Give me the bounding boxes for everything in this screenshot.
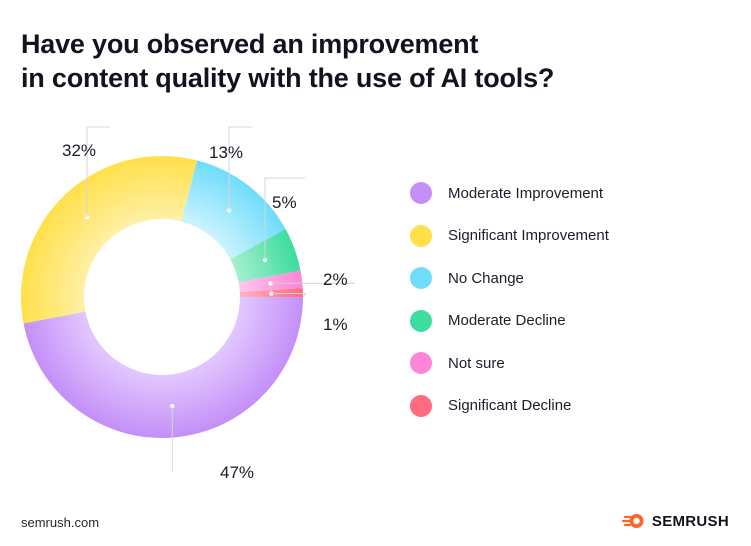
brand: SEMRUSH [621, 512, 729, 530]
chart-title-line-2: in content quality with the use of AI to… [21, 63, 555, 93]
leader-lines [84, 126, 355, 472]
legend-label-moderate-decline: Moderate Decline [448, 312, 566, 330]
leader-line-moderate-decline [264, 177, 305, 260]
legend-swatch-moderate-decline [410, 309, 432, 332]
leader-line-significant-improvement [86, 126, 110, 218]
legend-item-moderate-decline: Moderate Decline [410, 300, 730, 343]
slice-significant-improvement [20, 156, 198, 324]
leader-line-significant-decline [271, 293, 306, 296]
legend: Moderate Improvement Significant Improvem… [410, 172, 730, 427]
legend-item-no-change: No Change [410, 257, 730, 300]
legend-swatch-not-sure [410, 352, 432, 375]
slice-moderate-improvement [23, 297, 303, 438]
brand-name: SEMRUSH [651, 512, 729, 530]
chart-title: Have you observed an improvement in cont… [21, 27, 661, 95]
data-label-moderate-decline: 5% [272, 193, 297, 212]
legend-label-significant-improvement: Significant Improvement [448, 227, 609, 245]
leader-dot-not-sure [268, 281, 273, 286]
leader-line-no-change [228, 126, 252, 211]
data-labels: 47% 32% 13% 5% 2% 1% [62, 141, 348, 482]
data-label-no-change: 13% [209, 143, 243, 162]
footer-site: semrush.com [21, 515, 100, 530]
legend-swatch-no-change [410, 267, 432, 290]
data-label-moderate-improvement: 47% [220, 463, 254, 482]
legend-item-moderate-improvement: Moderate Improvement [410, 172, 730, 215]
legend-label-moderate-improvement: Moderate Improvement [448, 184, 604, 202]
donut-slices [20, 156, 303, 438]
chart-title-line-1: Have you observed an improvement [21, 29, 479, 59]
legend-label-not-sure: Not sure [448, 354, 505, 372]
legend-label-no-change: No Change [448, 269, 524, 287]
leader-dot-significant-decline [269, 291, 274, 296]
slice-no-change [181, 160, 286, 260]
legend-swatch-significant-decline [410, 394, 432, 417]
legend-item-not-sure: Not sure [410, 342, 730, 385]
data-label-not-sure: 2% [323, 270, 348, 289]
legend-item-significant-decline: Significant Decline [410, 385, 730, 428]
data-label-significant-decline: 1% [323, 315, 348, 334]
legend-swatch-significant-improvement [410, 224, 432, 247]
data-label-significant-improvement: 32% [62, 141, 96, 160]
legend-swatch-moderate-improvement [410, 182, 432, 205]
semrush-logo-icon [621, 514, 644, 528]
legend-label-significant-decline: Significant Decline [448, 397, 572, 415]
legend-item-significant-improvement: Significant Improvement [410, 215, 730, 258]
